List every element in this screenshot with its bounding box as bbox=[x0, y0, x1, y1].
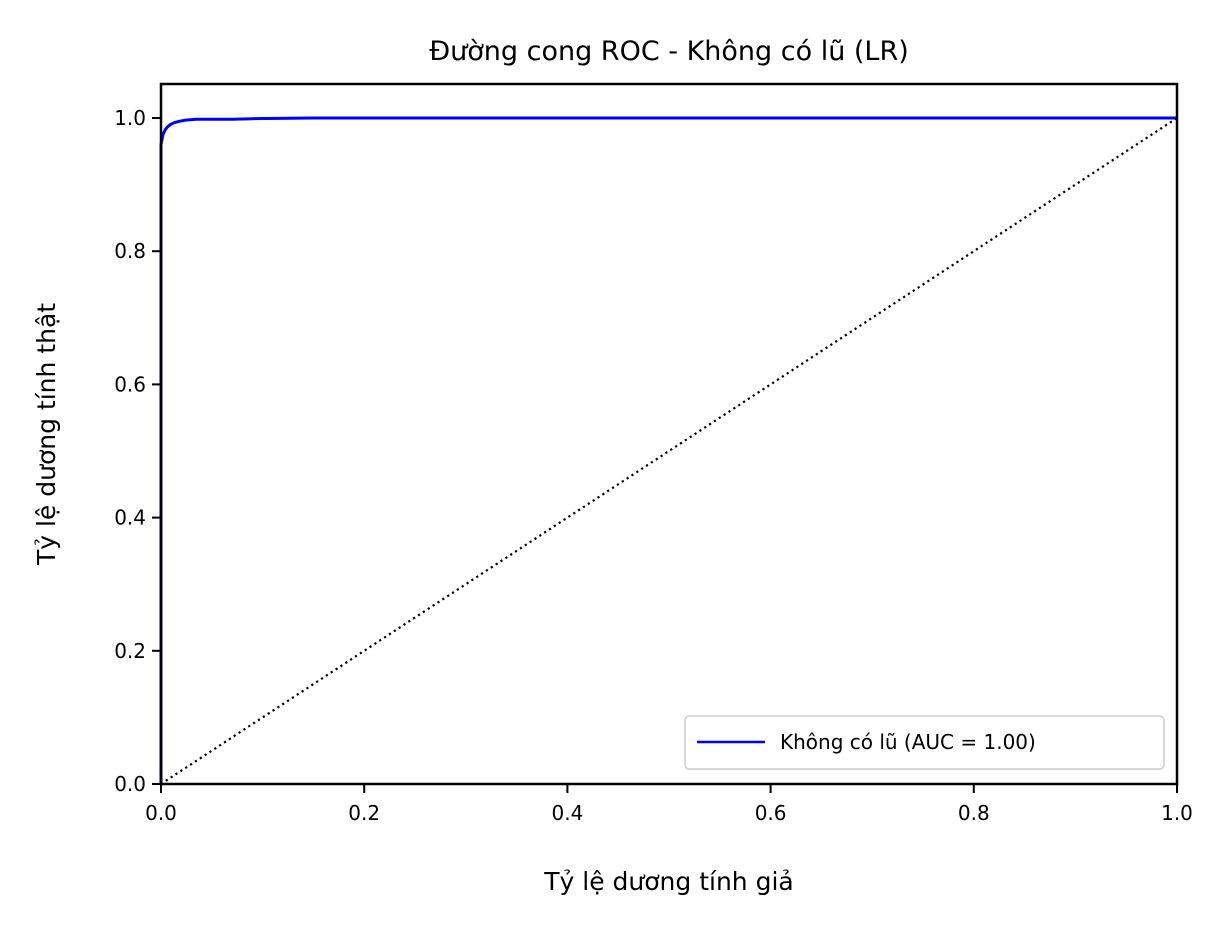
y-axis-label: Tỷ lệ dương tính thật bbox=[32, 303, 61, 566]
y-tick-label: 0.4 bbox=[114, 506, 146, 530]
plot-lines bbox=[159, 116, 1178, 785]
roc-curve-line bbox=[159, 116, 1177, 784]
y-tick-label: 1.0 bbox=[114, 106, 146, 130]
x-tick-label: 0.0 bbox=[145, 801, 177, 825]
x-tick-label: 0.6 bbox=[755, 801, 787, 825]
y-axis-ticks: 0.0 0.2 0.4 0.6 0.8 1.0 bbox=[114, 106, 161, 796]
x-tick-label: 0.8 bbox=[958, 801, 990, 825]
legend-box bbox=[684, 715, 1165, 770]
x-axis-ticks: 0.0 0.2 0.4 0.6 0.8 1.0 bbox=[145, 784, 1193, 825]
x-tick-label: 1.0 bbox=[1161, 801, 1193, 825]
y-tick-label: 0.0 bbox=[114, 772, 146, 796]
y-tick-label: 0.6 bbox=[114, 372, 146, 396]
x-tick-label: 0.2 bbox=[348, 801, 380, 825]
x-axis-label: Tỷ lệ dương tính giả bbox=[543, 867, 793, 896]
y-tick-label: 0.8 bbox=[114, 239, 146, 263]
legend-label: Không có lũ (AUC = 1.00) bbox=[780, 730, 1036, 754]
chart-title: Đường cong ROC - Không có lũ (LR) bbox=[429, 36, 909, 67]
chance-diagonal-line bbox=[160, 117, 1178, 785]
plot-frame bbox=[159, 82, 1179, 786]
legend: Không có lũ (AUC = 1.00) bbox=[684, 715, 1165, 770]
y-tick-label: 0.2 bbox=[114, 639, 146, 663]
x-tick-label: 0.4 bbox=[551, 801, 583, 825]
